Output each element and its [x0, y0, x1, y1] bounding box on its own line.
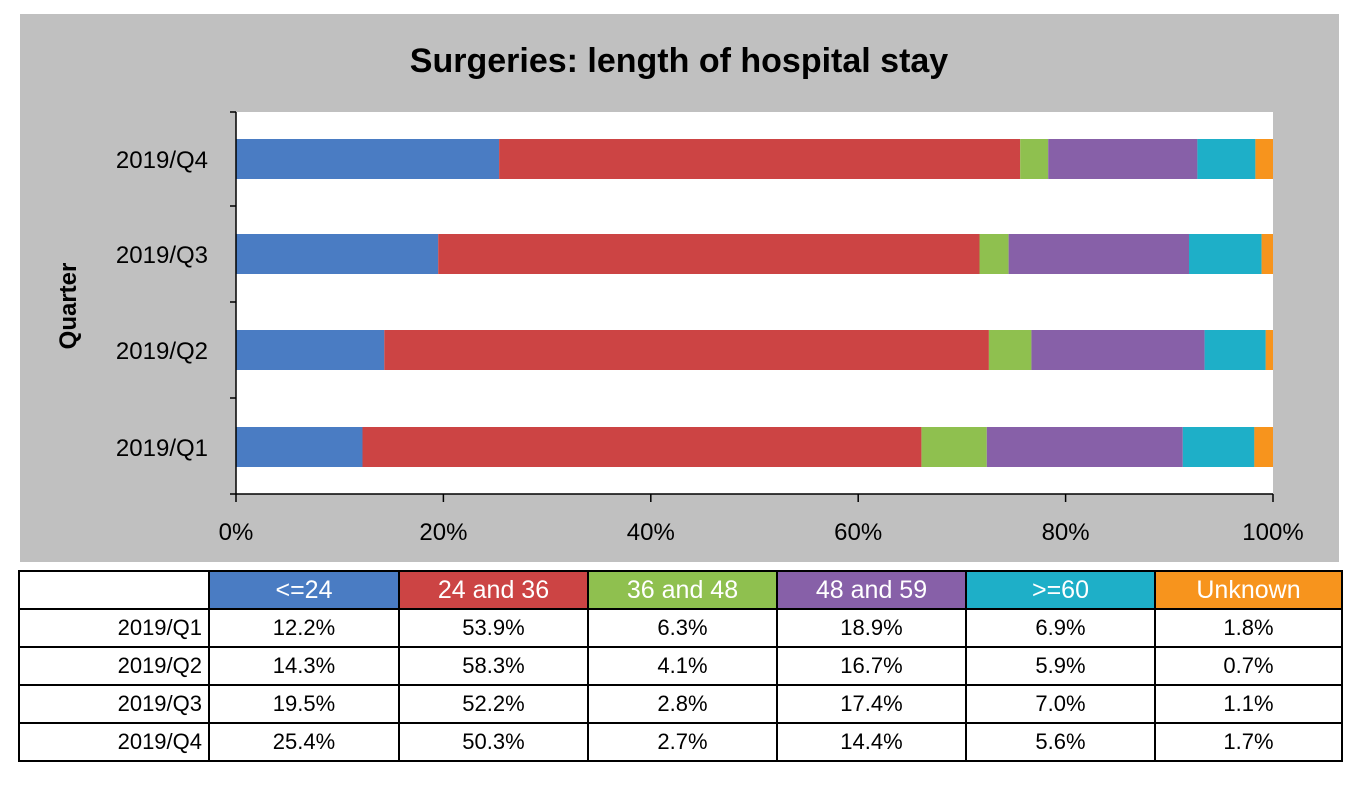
legend-series-header: Unknown — [1154, 570, 1343, 610]
bar-segment — [1197, 139, 1256, 179]
legend-series-header: 24 and 36 — [398, 570, 589, 610]
table-value-cell: 7.0% — [965, 684, 1156, 724]
table-value-cell: 6.9% — [965, 608, 1156, 648]
x-tick-label: 40% — [627, 519, 675, 546]
x-tick-label: 60% — [834, 519, 882, 546]
y-tick-label: 2019/Q4 — [116, 147, 208, 174]
bar-segment — [438, 234, 980, 274]
bar-segment — [1254, 427, 1273, 467]
table-value-cell: 19.5% — [208, 684, 400, 724]
table-row: 2019/Q4 25.4% 50.3% 2.7% 14.4% 5.6% 1.7% — [18, 722, 1343, 762]
table-value-cell: 6.3% — [587, 608, 778, 648]
bar-segment — [1261, 234, 1273, 274]
table-value-cell: 16.7% — [776, 646, 967, 686]
table-row-label: 2019/Q2 — [18, 646, 210, 686]
bar-segment — [236, 330, 385, 370]
bar-segment — [362, 427, 922, 467]
y-tick-label: 2019/Q3 — [116, 242, 208, 269]
y-tick-label: 2019/Q2 — [116, 338, 208, 365]
bar-segment — [499, 139, 1021, 179]
bar-segment — [1048, 139, 1198, 179]
x-tick-label: 80% — [1042, 519, 1090, 546]
x-tick-label: 0% — [219, 519, 254, 546]
bar-segment — [1265, 330, 1273, 370]
legend-series-header: >=60 — [965, 570, 1156, 610]
table-value-cell: 50.3% — [398, 722, 589, 762]
table-value-cell: 53.9% — [398, 608, 589, 648]
bar-segment — [1189, 234, 1262, 274]
bar-segment — [236, 427, 363, 467]
bar-segment — [236, 139, 500, 179]
bar-segment — [1031, 330, 1205, 370]
table-row: 2019/Q3 19.5% 52.2% 2.8% 17.4% 7.0% 1.1% — [18, 684, 1343, 724]
bar-segment — [986, 427, 1183, 467]
bar-segment — [921, 427, 987, 467]
bar-segment — [1008, 234, 1189, 274]
table-value-cell: 18.9% — [776, 608, 967, 648]
y-tick-label: 2019/Q1 — [116, 435, 208, 462]
data-table: <=24 24 and 36 36 and 48 48 and 59 >=60 Unkno… — [18, 570, 1343, 762]
table-row-label: 2019/Q1 — [18, 608, 210, 648]
bar-segment — [1020, 139, 1049, 179]
table-value-cell: 5.6% — [965, 722, 1156, 762]
table-value-cell: 2.8% — [587, 684, 778, 724]
x-tick-label: 100% — [1242, 519, 1303, 546]
bar-segment — [236, 234, 439, 274]
legend-series-header: <=24 — [208, 570, 400, 610]
legend-series-header: 36 and 48 — [587, 570, 778, 610]
bar-segment — [1204, 330, 1266, 370]
x-tick-label: 20% — [419, 519, 467, 546]
table-value-cell: 17.4% — [776, 684, 967, 724]
y-axis-label: Quarter — [55, 263, 82, 350]
table-value-cell: 58.3% — [398, 646, 589, 686]
table-value-cell: 14.4% — [776, 722, 967, 762]
table-header-row: <=24 24 and 36 36 and 48 48 and 59 >=60 Unkno… — [18, 570, 1343, 610]
table-value-cell: 5.9% — [965, 646, 1156, 686]
table-row: 2019/Q1 12.2% 53.9% 6.3% 18.9% 6.9% 1.8% — [18, 608, 1343, 648]
table-value-cell: 52.2% — [398, 684, 589, 724]
table-value-cell: 14.3% — [208, 646, 400, 686]
bar-segment — [1182, 427, 1255, 467]
stacked-bar-chart: Surgeries: length of hospital stay Quart… — [55, 42, 1304, 546]
table-value-cell: 25.4% — [208, 722, 400, 762]
table-row-label: 2019/Q4 — [18, 722, 210, 762]
table-value-cell: 2.7% — [587, 722, 778, 762]
table-corner-cell — [18, 570, 210, 610]
table-value-cell: 0.7% — [1154, 646, 1343, 686]
bar-segment — [979, 234, 1009, 274]
legend-series-header: 48 and 59 — [776, 570, 967, 610]
bar-segment — [1255, 139, 1273, 179]
table-value-cell: 1.1% — [1154, 684, 1343, 724]
chart-area: Surgeries: length of hospital stay Quart… — [20, 14, 1339, 562]
bar-segment — [384, 330, 989, 370]
table-value-cell: 1.7% — [1154, 722, 1343, 762]
table-value-cell: 12.2% — [208, 608, 400, 648]
table-value-cell: 1.8% — [1154, 608, 1343, 648]
bar-segment — [988, 330, 1032, 370]
chart-title: Surgeries: length of hospital stay — [410, 42, 949, 80]
table-row-label: 2019/Q3 — [18, 684, 210, 724]
table-row: 2019/Q2 14.3% 58.3% 4.1% 16.7% 5.9% 0.7% — [18, 646, 1343, 686]
table-value-cell: 4.1% — [587, 646, 778, 686]
